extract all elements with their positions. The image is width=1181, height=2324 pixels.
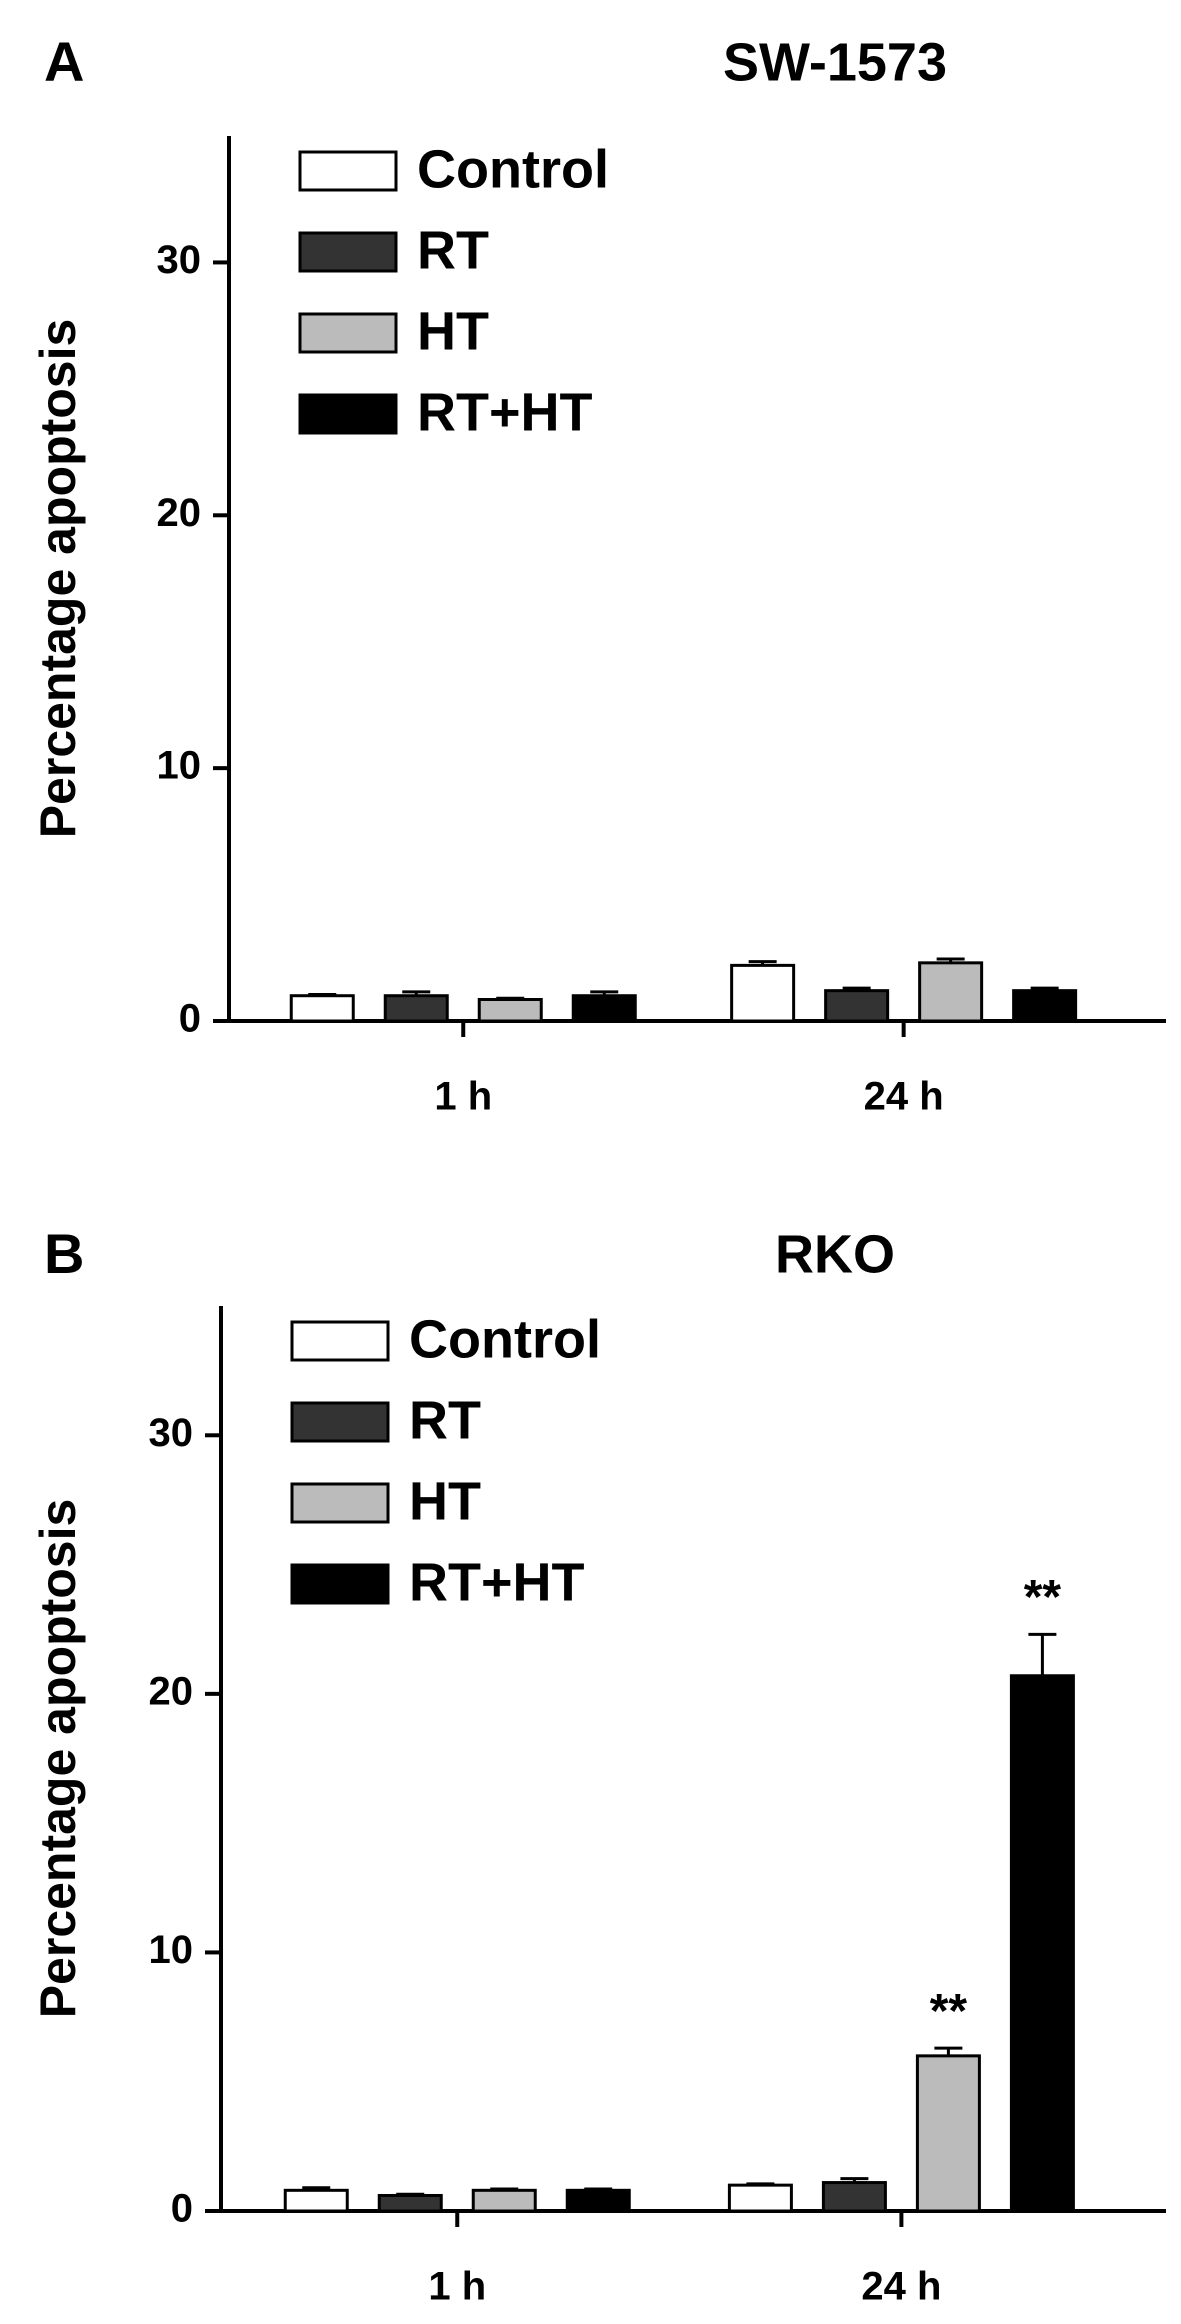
bar: [283, 2188, 349, 2213]
chart-title: SW-1573: [723, 32, 947, 92]
significance-label: **: [930, 1985, 968, 2038]
bar: [565, 2188, 631, 2213]
significance-label: **: [1024, 1571, 1062, 1624]
y-tick-label: 0: [179, 997, 201, 1041]
legend-swatch: [290, 1320, 390, 1362]
legend-label: HT: [409, 1471, 481, 1531]
y-tick-label: 0: [171, 2187, 193, 2231]
legend-label: RT: [409, 1390, 481, 1450]
legend-label: RT+HT: [409, 1552, 585, 1612]
y-tick-label: 20: [149, 1669, 194, 1713]
bar: [571, 994, 637, 1023]
y-axis-label: Percentage apoptosis: [30, 1499, 86, 2019]
legend-label: Control: [417, 139, 609, 199]
legend-swatch: [298, 393, 398, 435]
y-tick-label: 30: [149, 1411, 194, 1455]
legend-swatch: [298, 312, 398, 354]
bar: [821, 2181, 887, 2213]
bar: [915, 2054, 981, 2213]
legend-swatch: [290, 1401, 390, 1443]
bar: [383, 994, 449, 1023]
x-tick-label: 24 h: [861, 2265, 941, 2309]
bar: [477, 998, 543, 1023]
bar: [1012, 989, 1078, 1023]
y-axis-label: Percentage apoptosis: [30, 319, 86, 839]
bar: [471, 2188, 537, 2213]
x-tick-label: 1 h: [434, 1075, 492, 1119]
y-tick-label: 10: [149, 1928, 194, 1972]
legend-swatch: [290, 1563, 390, 1605]
panel-label: A: [44, 30, 84, 93]
bar: [289, 994, 355, 1023]
y-tick-label: 20: [157, 491, 202, 535]
bar: [824, 989, 890, 1023]
legend-swatch: [298, 150, 398, 192]
bar: [1009, 1674, 1075, 2213]
bar: [730, 963, 796, 1023]
chart-title: RKO: [775, 1224, 895, 1284]
legend-swatch: [298, 231, 398, 273]
legend-label: RT: [417, 220, 489, 280]
y-tick-label: 10: [157, 744, 202, 788]
legend-label: RT+HT: [417, 382, 593, 442]
bar: [918, 961, 984, 1023]
y-tick-label: 30: [157, 238, 202, 282]
legend-label: HT: [417, 301, 489, 361]
legend-label: Control: [409, 1309, 601, 1369]
bar: [377, 2193, 443, 2213]
legend-swatch: [290, 1482, 390, 1524]
x-tick-label: 1 h: [428, 2265, 486, 2309]
panel-label: B: [44, 1222, 84, 1285]
x-tick-label: 24 h: [864, 1075, 944, 1119]
bar: [727, 2183, 793, 2213]
